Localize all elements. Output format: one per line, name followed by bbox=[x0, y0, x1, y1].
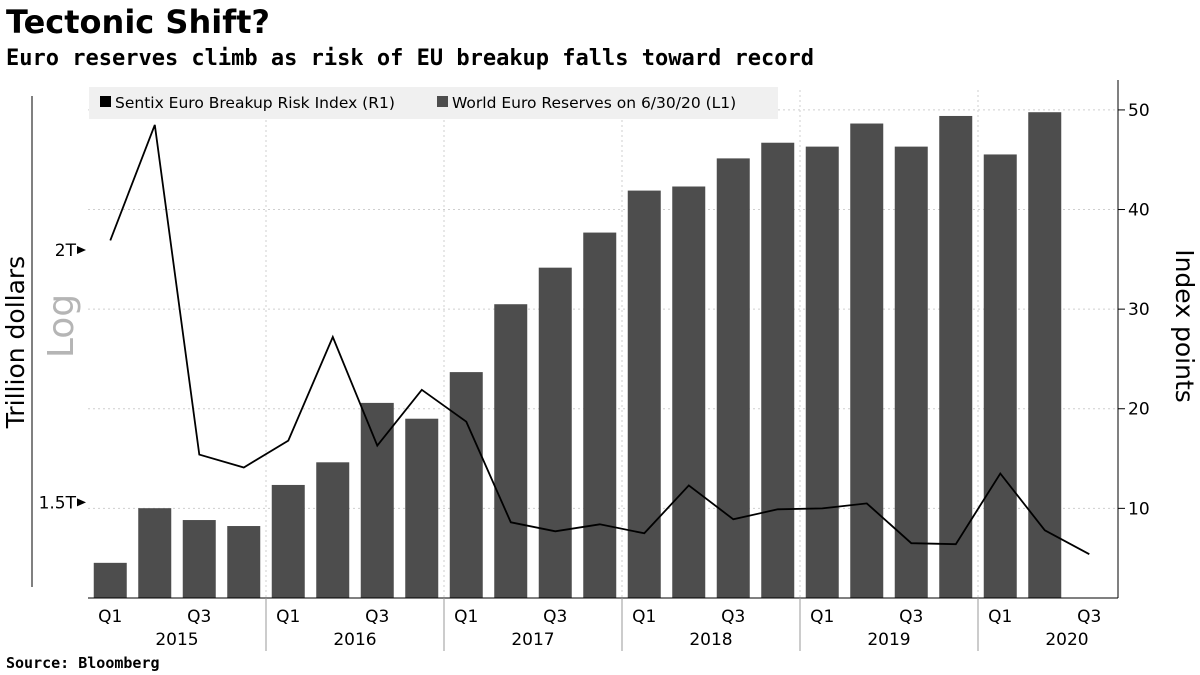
reserves-bar-18 bbox=[894, 146, 928, 598]
right-tick-label-4: 50 bbox=[1128, 101, 1150, 121]
right-tick-label-1: 20 bbox=[1128, 400, 1150, 420]
reserves-bar-4 bbox=[271, 484, 305, 598]
reserves-bar-12 bbox=[627, 190, 661, 598]
reserves-bar-10 bbox=[538, 267, 572, 598]
legend-background bbox=[89, 87, 778, 119]
quarter-label-8: Q1 bbox=[810, 607, 834, 627]
quarter-label-1: Q3 bbox=[187, 607, 211, 627]
reserves-bar-8 bbox=[449, 372, 483, 598]
reserves-bar-3 bbox=[227, 526, 261, 598]
year-label-2015: 2015 bbox=[155, 630, 198, 650]
reserves-bar-9 bbox=[494, 304, 528, 598]
right-tick-label-3: 40 bbox=[1128, 201, 1150, 221]
right-tick-label-0: 10 bbox=[1128, 499, 1150, 519]
left-tick-marker-1 bbox=[77, 245, 86, 254]
reserves-bar-6 bbox=[360, 402, 394, 598]
quarter-label-10: Q1 bbox=[988, 607, 1012, 627]
reserves-bar-15 bbox=[761, 142, 795, 598]
right-tick-label-2: 30 bbox=[1128, 300, 1150, 320]
breakup-risk-line bbox=[109, 124, 1090, 555]
reserves-bar-1 bbox=[138, 508, 172, 598]
year-label-2016: 2016 bbox=[333, 630, 376, 650]
quarter-label-6: Q1 bbox=[632, 607, 656, 627]
log-scale-label: Log bbox=[41, 294, 82, 358]
quarter-label-2: Q1 bbox=[276, 607, 300, 627]
legend-label-reserves: World Euro Reserves on 6/30/20 (L1) bbox=[452, 94, 736, 112]
reserves-bar-13 bbox=[672, 186, 706, 598]
chart-title: Tectonic Shift? bbox=[6, 3, 270, 41]
axes-layer: 10 20 30 40 50 1.5T 2T Trillion dollars Log Index… bbox=[1, 80, 1199, 651]
year-label-2017: 2017 bbox=[511, 630, 554, 650]
quarter-label-11: Q3 bbox=[1077, 607, 1101, 627]
left-tick-label-1: 2T bbox=[55, 241, 77, 261]
reserves-bar-19 bbox=[939, 115, 973, 599]
reserves-bar-2 bbox=[182, 520, 216, 598]
reserves-bar-17 bbox=[850, 123, 884, 598]
quarter-label-5: Q3 bbox=[543, 607, 567, 627]
year-label-2018: 2018 bbox=[689, 630, 732, 650]
quarter-label-4: Q1 bbox=[454, 607, 478, 627]
reserves-bar-7 bbox=[405, 418, 439, 598]
legend: Sentix Euro Breakup Risk Index (R1) World… bbox=[89, 87, 778, 119]
legend-label-risk: Sentix Euro Breakup Risk Index (R1) bbox=[115, 94, 395, 112]
bars-layer bbox=[93, 112, 1062, 599]
reserves-bar-21 bbox=[1028, 112, 1062, 599]
reserves-bar-11 bbox=[583, 232, 617, 599]
chart-subtitle: Euro reserves climb as risk of EU breaku… bbox=[6, 46, 814, 71]
reserves-bar-5 bbox=[316, 462, 350, 598]
year-label-2019: 2019 bbox=[867, 630, 910, 650]
reserves-bar-20 bbox=[983, 154, 1017, 599]
quarter-label-9: Q3 bbox=[899, 607, 923, 627]
reserves-bar-0 bbox=[93, 562, 127, 598]
quarter-label-7: Q3 bbox=[721, 607, 745, 627]
source-note: Source: Bloomberg bbox=[6, 654, 160, 672]
left-axis-title: Trillion dollars bbox=[1, 256, 30, 429]
quarter-label-0: Q1 bbox=[98, 607, 122, 627]
right-axis-title: Index points bbox=[1170, 249, 1199, 403]
quarter-label-3: Q3 bbox=[365, 607, 389, 627]
legend-swatch-reserves bbox=[437, 96, 448, 107]
left-tick-marker-0 bbox=[77, 498, 86, 507]
reserves-bar-14 bbox=[716, 158, 750, 598]
year-label-2020: 2020 bbox=[1045, 630, 1088, 650]
legend-swatch-risk bbox=[100, 96, 111, 107]
line-layer bbox=[109, 124, 1090, 555]
left-tick-label-0: 1.5T bbox=[39, 493, 77, 513]
reserves-bar-16 bbox=[805, 146, 839, 598]
